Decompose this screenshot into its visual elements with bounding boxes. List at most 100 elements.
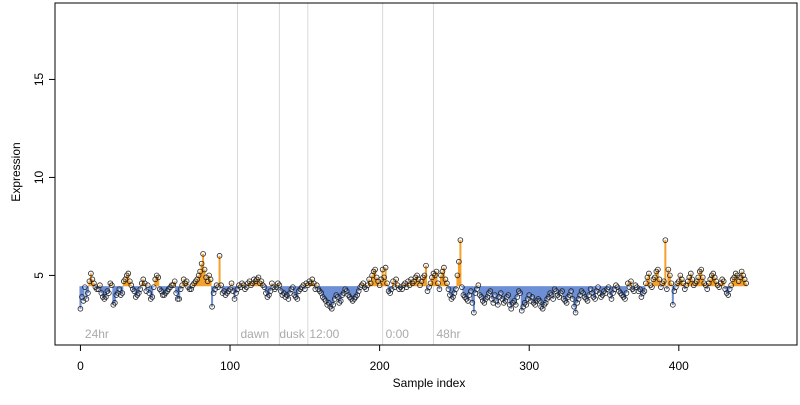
data-point: [698, 266, 705, 273]
segment-label: dusk: [279, 327, 305, 341]
data-point: [475, 282, 482, 289]
data-point: [661, 278, 667, 285]
data-point: [667, 272, 673, 279]
data-point: [255, 274, 262, 281]
data-point: [231, 296, 238, 302]
x-tick-label: 300: [519, 359, 539, 373]
axes-layer: 0 100 200 300 400 5 10 15: [32, 2, 798, 373]
data-point: [125, 270, 132, 277]
data-point: [655, 266, 661, 273]
data-point: [174, 296, 181, 302]
data-point: [176, 296, 182, 302]
data-point: [523, 302, 530, 308]
data-point: [656, 276, 663, 283]
data-point: [290, 284, 296, 290]
data-point: [559, 288, 565, 294]
data-point: [209, 303, 215, 310]
data-point: [82, 284, 88, 290]
data-point: [487, 288, 494, 294]
data-point: [423, 262, 429, 269]
data-point: [444, 280, 450, 287]
data-point: [572, 309, 579, 316]
data-point: [689, 276, 696, 283]
data-point: [218, 282, 224, 289]
data-point: [505, 292, 512, 298]
data-point: [367, 280, 374, 287]
data-point: [495, 302, 501, 308]
data-point: [704, 286, 711, 292]
data-point: [433, 268, 440, 275]
data-point: [699, 274, 706, 281]
data-point: [584, 298, 591, 304]
data-point: [571, 303, 577, 310]
data-point: [171, 278, 178, 285]
data-point: [376, 282, 383, 289]
data-point: [592, 296, 598, 302]
data-point: [384, 280, 390, 287]
segment-label: 24hr: [85, 327, 109, 341]
y-tick-label: 15: [32, 72, 46, 86]
data-point: [144, 282, 151, 289]
data-point: [670, 302, 676, 308]
data-point: [83, 296, 90, 302]
data-point: [536, 298, 543, 304]
data-point: [441, 264, 447, 271]
x-axis-title: Sample index: [393, 376, 466, 390]
data-point: [334, 294, 341, 300]
plot-frame: [54, 2, 798, 346]
data-point: [743, 280, 749, 287]
data-point: [302, 286, 308, 292]
data-point: [103, 294, 109, 300]
data-point: [468, 288, 474, 294]
segment-label: 0:00: [386, 327, 410, 341]
data-point: [382, 264, 389, 271]
data-point: [605, 284, 612, 290]
segment-label: 48hr: [436, 327, 460, 341]
data-point: [228, 280, 235, 287]
segment-label-layer: 24hr dawn dusk 12:00 0:00 48hr: [85, 327, 461, 341]
data-point: [109, 282, 115, 289]
data-point: [568, 288, 574, 294]
data-point: [393, 276, 399, 283]
data-point: [150, 284, 157, 290]
data-point: [492, 292, 498, 298]
data-point: [267, 288, 274, 294]
x-tick-label: 400: [669, 359, 689, 373]
data-point: [595, 284, 601, 290]
data-point: [97, 282, 103, 289]
data-point: [131, 288, 138, 294]
data-point: [137, 286, 144, 292]
data-point: [652, 274, 658, 281]
x-tick-label: 200: [370, 359, 390, 373]
data-point: [119, 290, 126, 296]
data-point: [662, 237, 669, 243]
data-point: [628, 278, 634, 285]
segment-label: 12:00: [309, 327, 339, 341]
data-point: [427, 280, 434, 287]
data-point: [173, 290, 179, 296]
data-point: [668, 280, 675, 287]
data-point: [550, 296, 556, 302]
x-tick-label: 100: [220, 359, 240, 373]
y-tick-label: 5: [32, 272, 46, 279]
data-point: [517, 290, 524, 296]
data-point: [569, 296, 576, 302]
data-point: [445, 286, 452, 292]
data-point: [186, 286, 193, 292]
data-point: [435, 280, 441, 287]
data-point: [514, 294, 521, 300]
data-point: [77, 305, 84, 312]
data-point: [216, 253, 223, 259]
data-point: [155, 274, 162, 281]
data-point-layer: [77, 237, 749, 316]
data-point: [643, 280, 649, 287]
data-point: [261, 284, 268, 290]
data-point: [381, 274, 387, 281]
segment-label: dawn: [241, 327, 270, 341]
data-point: [725, 292, 731, 298]
data-point: [88, 270, 94, 277]
data-point: [469, 300, 476, 306]
x-tick-label: 0: [77, 359, 84, 373]
